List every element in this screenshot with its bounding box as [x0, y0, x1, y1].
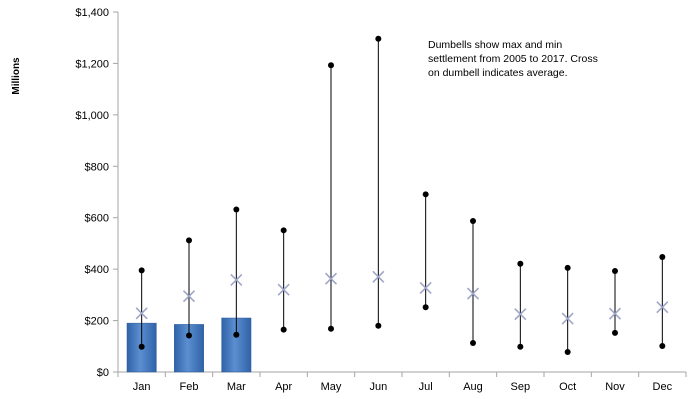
dumbbell-max-point: [186, 237, 192, 244]
dumbbell-min-point: [328, 325, 334, 332]
dumbbell-max-point: [659, 254, 666, 261]
dumbbell-min-point: [280, 326, 287, 333]
bar: [174, 324, 204, 373]
y-tick-label: $1,000: [75, 110, 109, 122]
average-markers: [135, 270, 669, 325]
dumbbell-min-point: [517, 343, 524, 350]
x-tick-label: Aug: [463, 381, 483, 393]
dumbbell-max-point: [280, 227, 287, 234]
x-tick-label: Nov: [605, 381, 625, 393]
dumbbell-max-point: [138, 267, 145, 274]
average-cross-marker: [419, 281, 432, 294]
dumbbell-min-point: [375, 322, 382, 329]
x-tick-labels: Jan Feb Mar Apr May Jun Jul Aug Sep Oct Nov Dec: [133, 381, 673, 393]
dumbbell-min-point: [422, 304, 429, 311]
dumbbell-min-point: [233, 331, 240, 338]
dumbbell-min-point: [659, 343, 666, 350]
dumbbell-min-point: [564, 348, 571, 355]
x-tick-label: Oct: [559, 381, 576, 393]
x-tick-label: Jun: [369, 381, 387, 393]
y-tick-label: $1,400: [75, 7, 109, 19]
dumbbell-min-point: [470, 339, 476, 346]
average-cross-marker: [514, 308, 527, 321]
dumbbell-max-point: [375, 35, 382, 42]
x-tick-label: May: [321, 381, 342, 393]
dumbbell-max-point: [470, 218, 476, 225]
dumbbell-max-point: [517, 260, 524, 267]
average-cross-marker: [372, 270, 385, 283]
annotation-line: settlement from 2005 to 2017. Cross: [428, 53, 598, 65]
annotation-line: on dumbell indicates average.: [428, 67, 568, 79]
x-tick-label: Dec: [653, 381, 673, 393]
x-tick-label: Feb: [180, 381, 199, 393]
y-tick-label: $0: [97, 367, 109, 379]
y-tick-label: $400: [85, 264, 109, 276]
average-cross-marker: [561, 312, 574, 325]
average-cross-marker: [230, 273, 243, 287]
dumbbell-max-point: [564, 264, 571, 271]
dumbbells: [138, 35, 666, 355]
y-tick-labels: $0 $200 $400 $600 $800 $1,000 $1,200 $1,400: [75, 7, 109, 379]
axes: [113, 11, 687, 377]
dumbbell-max-point: [422, 191, 429, 198]
y-tick-label: $600: [85, 213, 109, 225]
x-tick-label: Jul: [419, 381, 433, 393]
y-tick-label: $200: [85, 316, 109, 328]
y-axis-title: Millions: [11, 57, 22, 95]
dumbbell-min-point: [186, 332, 192, 339]
annotation-line: Dumbells show max and min: [428, 39, 563, 51]
dumbbell-max-point: [328, 62, 334, 69]
x-tick-label: Sep: [511, 381, 531, 393]
y-axis-label: Millions: [11, 57, 22, 95]
average-cross-marker: [324, 272, 338, 285]
average-cross-marker: [608, 307, 622, 320]
annotation-note: Dumbells show max and min settlement fro…: [428, 38, 638, 80]
y-tick-label: $800: [85, 161, 109, 173]
dumbbell-min-point: [612, 329, 618, 336]
average-cross-marker: [466, 287, 480, 300]
dumbbell-max-point: [233, 206, 240, 213]
x-tick-label: Apr: [275, 381, 292, 393]
x-tick-label: Jan: [133, 381, 151, 393]
y-tick-label: $1,200: [75, 58, 109, 70]
average-cross-marker: [656, 301, 669, 314]
dumbbell-max-point: [612, 267, 618, 274]
x-tick-label: Mar: [227, 381, 246, 393]
average-cross-marker: [277, 283, 290, 296]
average-cross-marker: [182, 290, 196, 303]
average-cross-marker: [135, 307, 148, 320]
dumbbell-min-point: [138, 343, 145, 350]
